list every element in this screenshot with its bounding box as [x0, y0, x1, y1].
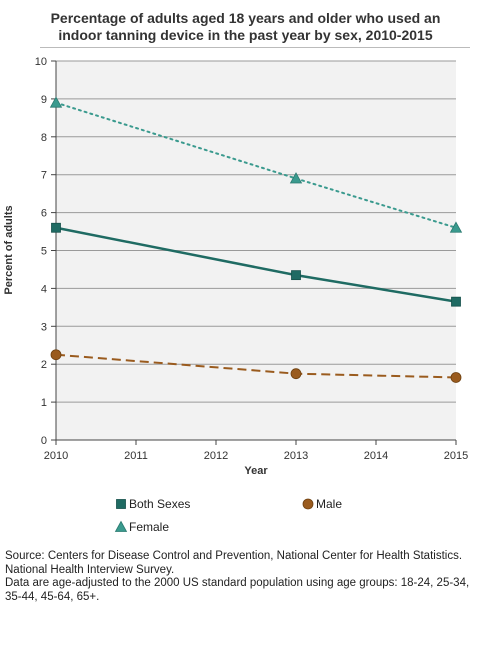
- y-tick-label: 9: [41, 94, 47, 106]
- line-chart: 0 1 2 3 4 5 6 7 8 9 10 2010 2011 2012 2013 2014 2015 Ye…: [3, 56, 468, 534]
- axes: [51, 60, 457, 445]
- y-tick-label: 0: [41, 435, 47, 447]
- data-point-female-2010: [49, 96, 63, 108]
- chart-title: Percentage of adults aged 18 years and o…: [0, 10, 491, 44]
- data-point-both-sexes-2010: [51, 222, 61, 233]
- data-point-male-2010: [50, 349, 62, 361]
- data-point-male-2013: [290, 368, 302, 380]
- x-tick-label: 2012: [204, 450, 228, 462]
- legend-label-both-sexes: Both Sexes: [129, 497, 190, 511]
- y-tick-label: 7: [41, 170, 47, 182]
- source-note: Source: Centers for Disease Control and …: [5, 550, 489, 604]
- legend-marker-female: [114, 520, 128, 532]
- y-tick-label: 10: [35, 56, 47, 68]
- series-both-sexes: [51, 222, 461, 307]
- source-line-2: National Health Interview Survey.: [5, 563, 175, 576]
- source-line-3: Data are age-adjusted to the 2000 US sta…: [5, 577, 470, 589]
- y-tick-label: 5: [41, 246, 47, 258]
- legend-marker-male: [302, 498, 314, 510]
- x-axis-title: Year: [244, 465, 268, 477]
- data-point-female-2015: [449, 221, 463, 233]
- y-tick-label: 1: [41, 397, 47, 409]
- chart-title-line-2: indoor tanning device in the past year b…: [58, 27, 433, 43]
- y-axis-title: Percent of adults: [3, 205, 15, 294]
- y-tick-label: 2: [41, 359, 47, 371]
- y-tick-label: 6: [41, 208, 47, 220]
- legend-label-female: Female: [129, 520, 169, 534]
- series-female: [49, 96, 463, 233]
- x-tick-label: 2014: [364, 450, 388, 462]
- title-divider: [40, 47, 470, 48]
- data-point-both-sexes-2013: [291, 270, 301, 281]
- legend-marker-both-sexes: [116, 499, 126, 509]
- source-line-1: Source: Centers for Disease Control and …: [5, 550, 463, 562]
- legend-item-both-sexes: Both Sexes: [116, 497, 190, 511]
- x-tick-label: 2013: [284, 450, 308, 462]
- x-tick-label: 2015: [444, 450, 468, 462]
- data-point-male-2015: [450, 372, 462, 383]
- legend: Both Sexes Male Female: [114, 497, 342, 534]
- data-point-both-sexes-2015: [451, 296, 461, 307]
- y-tick-label: 3: [41, 321, 47, 333]
- y-tick-label: 4: [41, 283, 47, 295]
- legend-label-male: Male: [316, 497, 342, 511]
- legend-item-male: Male: [302, 497, 342, 511]
- y-tick-labels: 0 1 2 3 4 5 6 7 8 9 10: [35, 56, 47, 447]
- source-line-4: 35-44, 45-64, 65+.: [5, 590, 100, 603]
- gridlines: [56, 60, 456, 403]
- x-tick-label: 2010: [44, 450, 68, 462]
- chart-title-line-1: Percentage of adults aged 18 years and o…: [50, 10, 441, 26]
- series-group: [49, 96, 463, 383]
- data-point-female-2013: [289, 172, 303, 184]
- legend-item-female: Female: [114, 520, 169, 534]
- y-tick-label: 8: [41, 132, 47, 144]
- series-male: [50, 349, 462, 383]
- x-tick-labels: 2010 2011 2012 2013 2014 2015: [44, 450, 468, 462]
- x-tick-label: 2011: [124, 450, 148, 462]
